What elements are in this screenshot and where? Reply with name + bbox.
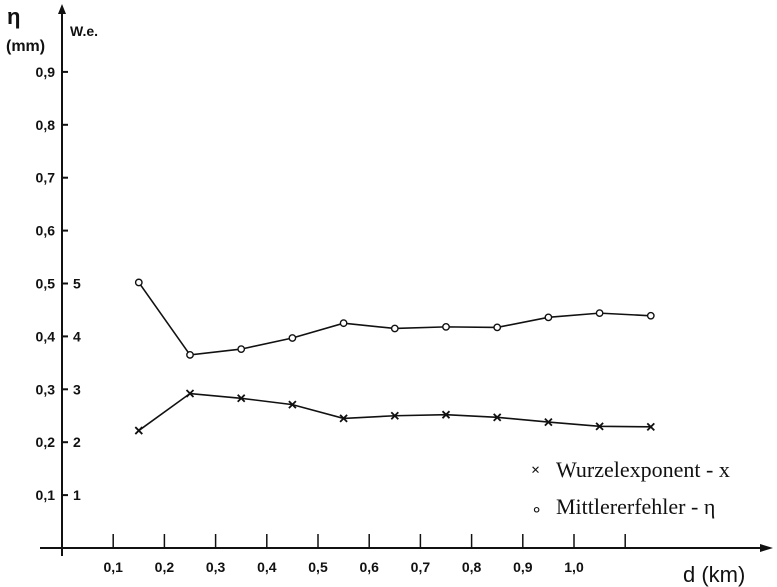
y-axis-title: η <box>7 4 20 29</box>
series-line-1 <box>138 392 651 432</box>
data-point-circle <box>237 345 246 353</box>
y-right-tick-label: 5 <box>73 276 81 292</box>
x-tick-label: 0,4 <box>257 559 277 575</box>
data-point-circle <box>544 313 553 322</box>
x-tick-label: 0,9 <box>513 559 533 575</box>
y-right-tick-label: 1 <box>73 487 81 503</box>
y-tick-label: 0,4 <box>36 328 56 344</box>
legend: × Wurzelexponent - x ∘ Mittlererfehler -… <box>531 457 730 519</box>
x-tick-label: 0,3 <box>206 559 226 575</box>
x-axis-title: d (km) <box>683 562 745 587</box>
y-tick-label: 0,2 <box>36 434 56 450</box>
y-tick-label: 0,6 <box>36 223 56 239</box>
y-axis-right-title: W.e. <box>70 23 98 39</box>
data-point-circle <box>595 309 604 318</box>
x-tick-label: 0,5 <box>308 559 328 575</box>
series-layer <box>134 278 655 435</box>
data-point-x <box>544 417 553 427</box>
data-point-circle <box>493 323 502 332</box>
y-tick-label: 0,8 <box>36 117 56 133</box>
data-point-x <box>288 400 297 409</box>
x-axis-arrow <box>760 544 773 552</box>
y-tick-label: 0,1 <box>36 487 56 503</box>
y-tick-label: 0,9 <box>36 64 56 80</box>
y-tick-label: 0,3 <box>36 381 56 397</box>
y-right-tick-label: 4 <box>73 328 81 344</box>
x-tick-label: 0,6 <box>359 559 379 575</box>
data-point-circle <box>646 311 655 320</box>
legend-label-mittlererfehler: Mittlererfehler - η <box>556 494 715 519</box>
data-point-x <box>441 410 451 419</box>
y-tick-label: 0,5 <box>36 276 56 292</box>
data-point-circle <box>186 351 194 359</box>
legend-marker-circle: ∘ <box>531 499 542 519</box>
y-right-tick-label: 3 <box>73 381 81 397</box>
data-point-x <box>185 389 195 398</box>
y-right-tick-label: 2 <box>73 434 81 450</box>
data-point-x <box>237 394 246 403</box>
ticks: 0,1 0,2 0,3 0,4 0,5 0,6 0,7 0,8 0,9 1 2 3 4 5 0,1 0,2 0,… <box>36 64 626 575</box>
x-tick-label: 1,0 <box>564 559 584 575</box>
data-point-circle <box>390 324 399 333</box>
x-tick-label: 0,1 <box>103 559 123 575</box>
data-point-x <box>339 414 348 423</box>
axes <box>40 4 773 556</box>
data-point-x <box>134 426 143 435</box>
data-point-x <box>646 422 655 431</box>
y-axis-unit: (mm) <box>6 38 45 55</box>
x-tick-label: 0,8 <box>462 559 482 575</box>
data-point-circle <box>442 322 450 331</box>
y-axis-arrow <box>58 4 66 14</box>
data-point-x <box>390 411 399 420</box>
data-point-x <box>595 422 604 431</box>
data-point-circle <box>134 278 143 287</box>
legend-marker-x: × <box>531 462 540 479</box>
y-tick-label: 0,7 <box>36 170 56 186</box>
data-point-circle <box>339 319 348 328</box>
x-tick-label: 0,7 <box>411 559 431 575</box>
x-tick-label: 0,2 <box>155 559 175 575</box>
data-point-x <box>493 413 502 422</box>
legend-label-wurzelexponent: Wurzelexponent - x <box>556 457 730 482</box>
series-line-0 <box>138 281 651 356</box>
data-point-circle <box>288 334 297 342</box>
